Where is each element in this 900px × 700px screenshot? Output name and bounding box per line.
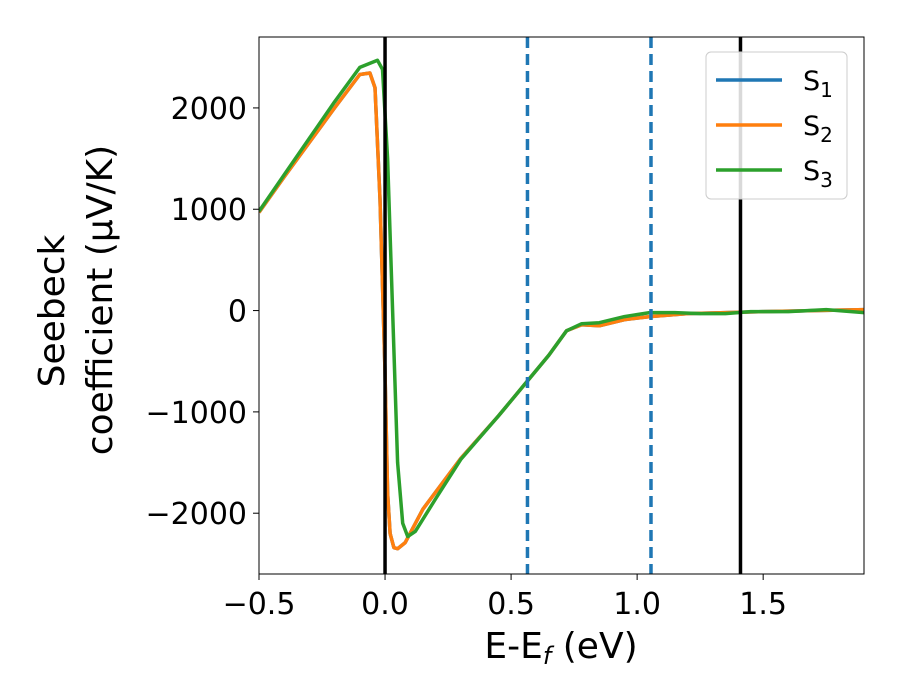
legend-label-base: S [803,66,820,97]
x-axis-title-base: E-E [484,626,542,667]
x-tick-label: 0.0 [361,587,409,622]
y-tick-label: −1000 [146,396,247,431]
legend-label-2: S2 [803,111,833,147]
y-axis-title: Seebeck coefficient (μV/K) [32,145,121,455]
legend-label-sub: 1 [820,78,833,102]
x-tick-label: −0.5 [223,587,296,622]
y-tick-label: 0 [228,295,247,330]
x-tick-label: 1.5 [739,587,787,622]
series-line-3 [259,58,864,539]
y-axis-title-line1: Seebeck [32,234,73,387]
y-axis-ticks: 2000 1000 0 −1000 −2000 [146,92,259,532]
y-tick-label: 2000 [171,92,247,127]
legend-label-sub: 2 [820,123,833,147]
legend-label-1: S1 [803,66,833,102]
series-layer [259,58,864,551]
y-axis-title-line2: coefficient (μV/K) [80,145,121,455]
x-axis-ticks: −0.5 0.0 0.5 1.0 1.5 [223,574,787,622]
legend-label-base: S [803,111,820,142]
x-axis-title-rest: (eV) [551,626,637,667]
legend-label-3: S3 [803,156,833,192]
y-tick-label: −2000 [146,497,247,532]
y-tick-label: 1000 [171,193,247,228]
x-tick-label: 1.0 [613,587,661,622]
legend-label-base: S [803,156,820,187]
legend-label-sub: 3 [820,168,833,192]
x-axis-title: E-Ef (eV) [484,626,637,670]
series-line-2 [259,71,864,551]
x-tick-label: 0.5 [487,587,535,622]
plot-frame [258,36,865,575]
